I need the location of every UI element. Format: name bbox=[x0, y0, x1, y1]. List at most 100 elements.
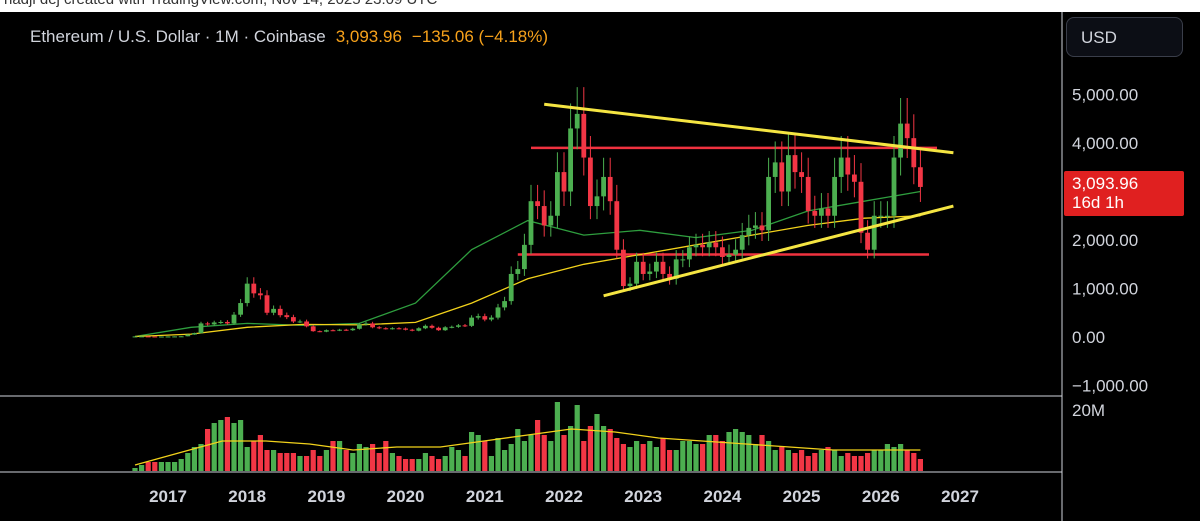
candle-body bbox=[218, 321, 224, 323]
volume-bar bbox=[172, 462, 178, 471]
symbol-legend: Ethereum / U.S. Dollar · 1M · Coinbase 3,… bbox=[30, 27, 548, 47]
candle-body bbox=[462, 325, 468, 327]
x-tick-label: 2018 bbox=[228, 487, 266, 506]
volume-bar bbox=[554, 402, 560, 471]
candle-body bbox=[759, 225, 765, 231]
volume-bar bbox=[515, 429, 521, 471]
volume-bar bbox=[475, 435, 481, 471]
candle-body bbox=[515, 269, 521, 274]
candle-body bbox=[574, 113, 580, 129]
candle-body bbox=[858, 181, 864, 233]
volume-bar bbox=[165, 462, 171, 471]
pane-lines bbox=[0, 12, 1063, 521]
candle-body bbox=[264, 295, 270, 313]
volume-bar bbox=[356, 444, 362, 471]
volume-bar bbox=[139, 465, 145, 471]
candle-body bbox=[541, 206, 547, 226]
ascending-trendline bbox=[603, 204, 954, 298]
volume-bar bbox=[891, 447, 897, 471]
volume-bar bbox=[706, 435, 712, 471]
candle-body bbox=[640, 261, 646, 274]
volume-bar bbox=[337, 441, 343, 471]
candle-body bbox=[258, 293, 263, 296]
volume-bar bbox=[548, 441, 554, 471]
volume-bar bbox=[634, 441, 640, 471]
volume-bar bbox=[462, 456, 468, 471]
x-tick-label: 2025 bbox=[783, 487, 821, 506]
symbol-title: Ethereum / U.S. Dollar · 1M · Coinbase bbox=[30, 27, 326, 46]
volume-bar bbox=[383, 441, 389, 471]
volume-bar bbox=[389, 453, 395, 471]
volume-bar bbox=[746, 435, 752, 471]
candle-body bbox=[581, 113, 587, 158]
y-tick-label: 4,000.00 bbox=[1072, 134, 1138, 153]
candle-body bbox=[330, 330, 336, 332]
volume-bar bbox=[271, 450, 277, 471]
candle-body bbox=[205, 323, 210, 325]
candle-body bbox=[489, 317, 494, 320]
volume-bar bbox=[792, 453, 798, 471]
candle-body bbox=[165, 336, 171, 338]
candle-body bbox=[660, 261, 666, 274]
candle-body bbox=[673, 259, 679, 279]
chart-canvas[interactable]: −1,000.00 0.00 1,000.00 2,000.00 4,000.00 5,0… bbox=[0, 12, 1200, 521]
candle-body bbox=[172, 336, 177, 338]
volume-bar bbox=[152, 462, 158, 471]
volume-bar bbox=[911, 453, 917, 471]
candle-body bbox=[231, 314, 237, 324]
candle-body bbox=[766, 176, 771, 231]
candle-body bbox=[178, 336, 184, 338]
candle-body bbox=[634, 261, 639, 284]
volume-bar bbox=[370, 444, 376, 471]
x-tick-label: 2026 bbox=[862, 487, 900, 506]
volume-bar bbox=[878, 450, 884, 471]
volume-bar bbox=[231, 423, 237, 471]
volume-bar bbox=[686, 441, 692, 471]
candle-body bbox=[792, 155, 798, 173]
volume-bar bbox=[851, 456, 857, 471]
candle-body bbox=[911, 138, 917, 168]
volume-bar bbox=[799, 450, 805, 471]
price-tag-countdown: 16d 1h bbox=[1072, 193, 1124, 212]
volume-bar bbox=[363, 447, 369, 471]
volume-bar bbox=[752, 444, 758, 471]
volume-bar bbox=[257, 435, 263, 471]
volume-bar bbox=[904, 450, 910, 471]
volume-bar bbox=[218, 420, 224, 471]
candle-body bbox=[812, 210, 818, 216]
candle-body bbox=[627, 283, 633, 287]
candle-body bbox=[713, 242, 719, 248]
candle-body bbox=[700, 244, 705, 248]
volume-bar bbox=[290, 453, 296, 471]
volume-bar bbox=[429, 456, 435, 471]
volume-bar bbox=[145, 462, 151, 471]
x-tick-label: 2024 bbox=[703, 487, 741, 506]
candle-body bbox=[363, 323, 369, 325]
volume-bar bbox=[713, 435, 719, 471]
chart-frame bbox=[0, 12, 1200, 521]
currency-button[interactable]: USD bbox=[1066, 17, 1183, 57]
volume-bar bbox=[693, 444, 699, 471]
fast-ma-line bbox=[134, 190, 921, 338]
candle-body bbox=[772, 162, 778, 177]
candle-body bbox=[495, 307, 501, 318]
volume-bar bbox=[561, 435, 567, 471]
volume-bar bbox=[858, 456, 864, 471]
candle-body bbox=[449, 326, 455, 328]
volume-bar bbox=[495, 438, 501, 471]
volume-bar bbox=[502, 450, 508, 471]
volume-bar bbox=[198, 444, 204, 471]
candle-body bbox=[739, 235, 745, 250]
candle-body bbox=[502, 301, 507, 308]
candle-body bbox=[396, 328, 402, 330]
volume-bar bbox=[191, 447, 197, 471]
candle-body bbox=[522, 244, 527, 270]
candle-body bbox=[324, 330, 329, 332]
candle-body bbox=[555, 172, 560, 216]
volume-bar bbox=[805, 456, 811, 471]
candle-body bbox=[343, 329, 349, 331]
volume-bar bbox=[759, 435, 765, 471]
candle-body bbox=[528, 201, 534, 245]
volume-bar bbox=[482, 441, 488, 471]
candles bbox=[132, 87, 923, 338]
